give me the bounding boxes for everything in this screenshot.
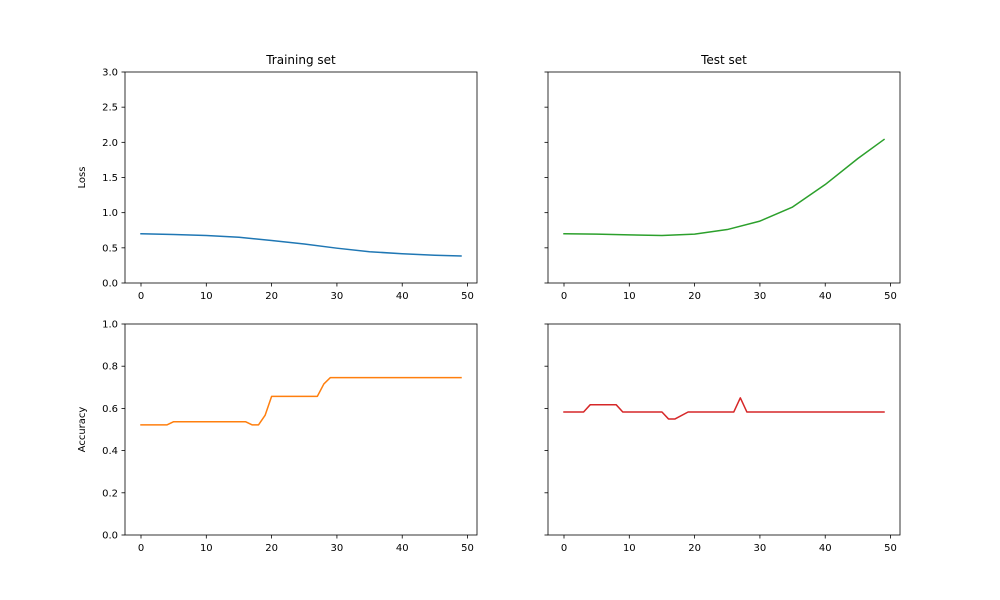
train-acc-y-axis-label: Accuracy [77,407,88,453]
test-loss-title: Test set [700,53,747,67]
training-accuracy-panel: 0 10 20 30 40 50 0.0 0.2 0.4 0.6 0.8 1.0 Accuracy [77,320,478,554]
test-acc-x-tick-label: 0 [561,543,567,554]
training-loss-panel: 0 10 20 30 40 50 0.0 0.5 1.0 1.5 2.0 2.5 3.0 Training… [77,53,478,302]
test-acc-x-tick-label: 10 [623,543,636,554]
train-acc-y-tick-label: 0.2 [102,488,118,499]
train-loss-title: Training set [265,53,336,67]
train-acc-x-tick-label: 40 [396,543,409,554]
train-loss-y-tick-label: 0.5 [102,243,118,254]
test-acc-x-tick-label: 40 [819,543,832,554]
train-loss-x-tick-label: 0 [138,291,144,302]
train-loss-x-tick-label: 30 [331,291,344,302]
train-acc-x-tick-label: 10 [200,543,213,554]
test-loss-x-tick-label: 30 [754,291,767,302]
train-loss-x-tick-label: 10 [200,291,213,302]
test-acc-axes-frame [547,323,901,536]
test-acc-x-tick-label: 30 [754,543,767,554]
train-acc-x-tick-label: 30 [331,543,344,554]
test-accuracy-panel: 0 10 20 30 40 50 [544,323,901,554]
train-acc-x-tick-label: 0 [138,543,144,554]
train-acc-y-tick-label: 0.4 [102,446,118,457]
train-loss-x-tick-label: 20 [265,291,278,302]
train-acc-y-tick-label: 0.6 [102,404,118,415]
test-loss-x-tick-label: 10 [623,291,636,302]
train-acc-series-line-0 [140,376,462,426]
train-acc-y-tick-label: 0.0 [102,531,118,542]
train-loss-y-tick-label: 1.0 [102,208,118,219]
train-loss-y-tick-label: 2.5 [102,103,118,114]
train-loss-y-axis-label: Loss [77,167,88,189]
test-acc-x-tick-label: 20 [688,543,701,554]
train-acc-y-tick-label: 1.0 [102,320,118,331]
test-loss-series-line-0 [563,138,886,237]
train-loss-y-tick-label: 0.0 [102,279,118,290]
train-acc-y-tick-label: 0.8 [102,362,118,373]
test-loss-x-tick-label: 20 [688,291,701,302]
train-acc-x-tick-label: 20 [265,543,278,554]
train-acc-x-tick-label: 50 [461,543,474,554]
test-acc-series-line-0 [563,397,885,420]
train-loss-y-tick-label: 1.5 [102,173,118,184]
test-loss-x-tick-label: 50 [884,291,897,302]
train-loss-y-tick-label: 2.0 [102,138,118,149]
train-acc-axes-frame [124,323,478,536]
test-acc-x-tick-label: 50 [884,543,897,554]
train-loss-x-tick-label: 50 [461,291,474,302]
train-loss-y-tick-label: 3.0 [102,68,118,79]
test-loss-x-tick-label: 40 [819,291,832,302]
test-loss-x-tick-label: 0 [561,291,567,302]
train-loss-series-line-0 [140,233,462,257]
train-loss-x-tick-label: 40 [396,291,409,302]
test-loss-panel: 0 10 20 30 40 50 Test set [544,53,901,302]
